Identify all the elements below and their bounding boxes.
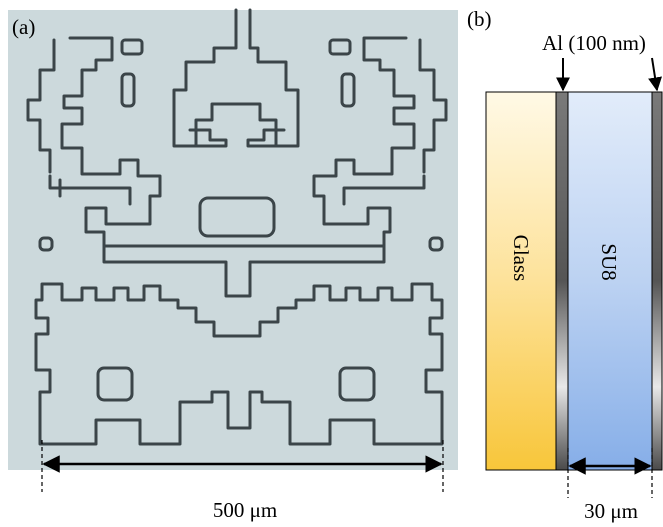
scale-label: 500 μm xyxy=(213,498,277,522)
su8-layer xyxy=(568,92,652,470)
panel-a: (a) 500 μm xyxy=(8,10,458,522)
al-layer xyxy=(652,92,662,470)
micrograph xyxy=(8,10,458,470)
panel-b: (b) Glass SU8 Al (100 nm) 30 μm xyxy=(467,7,662,523)
panel-label: (b) xyxy=(467,7,492,31)
glass-label: Glass xyxy=(509,235,533,282)
al-label: Al (100 nm) xyxy=(542,31,646,55)
scale-label: 30 μm xyxy=(584,499,638,523)
al-arrow xyxy=(652,58,657,90)
su8-label: SU8 xyxy=(597,243,621,280)
al-layer xyxy=(556,92,568,470)
figure: (a) 500 μm (b) Glass SU8 Al (100 nm) 30 … xyxy=(0,0,663,527)
panel-label: (a) xyxy=(12,15,35,39)
